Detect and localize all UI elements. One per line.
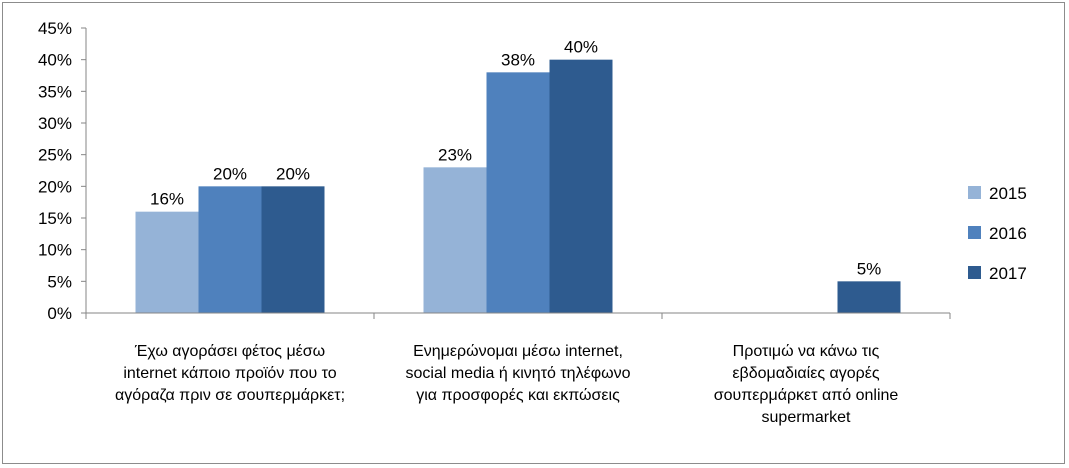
category-label-line: αγόραζα πριν σε σουπερμάρκετ; xyxy=(115,387,345,404)
y-axis: 0% 5% 10% 15% 20% 25% 30% 35% 40% 45% xyxy=(38,19,87,323)
bar-2017 xyxy=(261,186,325,313)
category-label-line: Προτιμώ να κάνω τις xyxy=(733,343,880,360)
y-tick-label: 30% xyxy=(38,114,72,133)
legend-label: 2015 xyxy=(989,184,1027,203)
category-label: Προτιμώ να κάνω τις εβδομαδιαίες αγορές σο… xyxy=(714,343,899,426)
legend-swatch-2017 xyxy=(968,266,981,279)
legend-label: 2016 xyxy=(989,224,1027,243)
y-tick-label: 35% xyxy=(38,82,72,101)
legend: 2015 2016 2017 xyxy=(968,184,1027,283)
data-label: 40% xyxy=(564,38,598,57)
category-label-line: για προσφορές και εκπώσεις xyxy=(416,387,620,404)
bar-2015 xyxy=(135,211,199,313)
data-labels-group: 16% 20% 20% 23% 38% 40% 5% xyxy=(150,38,881,279)
data-label: 20% xyxy=(213,164,247,183)
y-tick-label: 5% xyxy=(47,272,72,291)
bar-2015 xyxy=(423,167,487,313)
y-tick-label: 20% xyxy=(38,177,72,196)
y-tick-label: 15% xyxy=(38,209,72,228)
y-tick-label: 10% xyxy=(38,241,72,260)
legend-swatch-2016 xyxy=(968,226,981,239)
category-label-line: social media ή κινητό τηλέφωνο xyxy=(406,365,631,382)
category-label: Ενημερώνομαι μέσω internet, social media … xyxy=(406,343,631,404)
category-label-line: internet κάποιο προϊόν που το xyxy=(123,365,336,382)
category-label-line: εβδομαδιαίες αγορές xyxy=(732,365,880,382)
data-label: 20% xyxy=(276,164,310,183)
bars-group xyxy=(135,59,901,313)
bar-2017 xyxy=(549,59,613,313)
y-tick-label: 40% xyxy=(38,51,72,70)
bar-2017 xyxy=(837,281,901,313)
legend-label: 2017 xyxy=(989,264,1027,283)
category-label-line: supermarket xyxy=(762,409,851,426)
category-label-line: Έχω αγοράσει φέτος μέσω xyxy=(134,343,325,360)
bar-2016 xyxy=(486,72,550,313)
y-tick-label: 45% xyxy=(38,19,72,38)
legend-swatch-2015 xyxy=(968,186,981,199)
y-tick-label: 0% xyxy=(47,304,72,323)
category-label-line: Ενημερώνομαι μέσω internet, xyxy=(413,343,623,360)
y-tick-label: 25% xyxy=(38,146,72,165)
bar-2016 xyxy=(198,186,262,313)
data-label: 16% xyxy=(150,190,184,209)
data-label: 23% xyxy=(438,145,472,164)
category-label: Έχω αγοράσει φέτος μέσω internet κάποιο π… xyxy=(115,343,345,404)
category-label-line: σουπερμάρκετ από online xyxy=(714,387,899,404)
data-label: 5% xyxy=(857,259,882,278)
x-axis: Έχω αγοράσει φέτος μέσω internet κάποιο π… xyxy=(85,312,951,426)
data-label: 38% xyxy=(501,50,535,69)
